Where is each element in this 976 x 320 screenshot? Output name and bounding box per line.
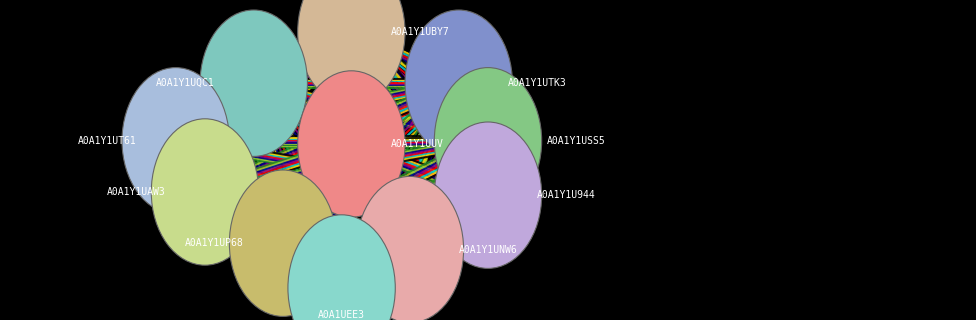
Text: A0A1Y1UQC1: A0A1Y1UQC1 [156, 78, 215, 88]
Text: A0A1Y1UNW6: A0A1Y1UNW6 [459, 244, 517, 255]
Ellipse shape [288, 215, 395, 320]
Text: A0A1Y1UP68: A0A1Y1UP68 [185, 238, 244, 248]
Ellipse shape [434, 68, 542, 214]
Text: A0A1Y1UUV: A0A1Y1UUV [390, 139, 443, 149]
Ellipse shape [151, 119, 259, 265]
Text: A0A1Y1USS5: A0A1Y1USS5 [547, 136, 605, 146]
Text: A0A1Y1UBY7: A0A1Y1UBY7 [390, 27, 449, 37]
Ellipse shape [434, 122, 542, 268]
Ellipse shape [356, 176, 464, 320]
Ellipse shape [298, 71, 405, 217]
Ellipse shape [200, 10, 307, 156]
Ellipse shape [229, 170, 337, 316]
Text: A0A1Y1UTK3: A0A1Y1UTK3 [508, 78, 566, 88]
Text: A0A1UEE3: A0A1UEE3 [318, 310, 365, 320]
Ellipse shape [298, 0, 405, 105]
Text: A0A1Y1UAW3: A0A1Y1UAW3 [107, 187, 166, 197]
Text: A0A1Y1UT61: A0A1Y1UT61 [78, 136, 137, 146]
Ellipse shape [405, 10, 512, 156]
Ellipse shape [122, 68, 229, 214]
Text: A0A1Y1U944: A0A1Y1U944 [537, 190, 595, 200]
